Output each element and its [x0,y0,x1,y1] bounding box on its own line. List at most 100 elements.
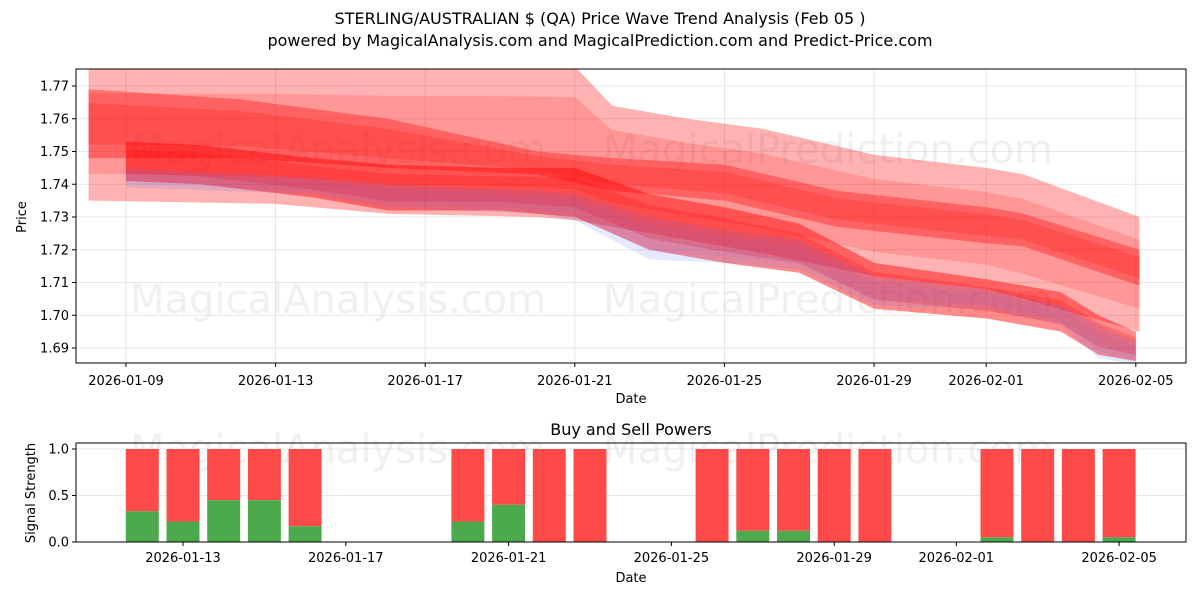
signal-bar [695,449,729,542]
signal-chart-title: Buy and Sell Powers [550,420,712,439]
sell-bar [532,449,566,542]
y-tick-label: 1.77 [40,80,69,95]
x-tick-label: 2026-01-29 [836,374,912,389]
signal-bar [573,449,607,542]
x-tick-label: 2026-01-29 [796,551,872,566]
x-tick-label: 2026-02-01 [919,551,995,566]
buy-bar [1102,537,1136,542]
signal-bar [736,449,770,542]
sell-bar [777,449,810,531]
buy-bar [777,530,810,542]
sell-bar [166,449,200,522]
y-tick-label: 1.73 [40,211,69,226]
buy-bar [247,500,281,542]
sell-bar [858,449,892,542]
signal-bar [125,449,159,542]
sell-bar [736,449,770,531]
price-y-axis: 1.69 1.70 1.71 1.72 1.73 1.74 1.75 1.76 1.77 [40,80,76,357]
signal-bar [817,449,851,542]
x-tick-label: 2026-01-17 [308,551,384,566]
signal-bar [777,449,810,542]
signal-bar [1021,449,1055,542]
sell-bar [573,449,607,542]
signal-bar [532,449,566,542]
signal-bar [451,449,485,542]
buy-bar [451,521,485,542]
buy-bar [492,504,526,542]
watermark: MagicalPrediction.com [603,277,1053,323]
sell-bar [695,449,729,542]
price-chart-frame [75,68,1187,364]
sell-bar [1021,449,1055,542]
sell-bar [125,449,159,512]
x-tick-label: 2026-01-25 [634,551,710,566]
y-tick-label: 1.76 [40,112,69,127]
sell-bar [980,449,1014,538]
sell-bar [1102,449,1136,538]
signal-bar [492,449,526,542]
signal-chart-frame [75,442,1187,543]
signal-bar [858,449,892,542]
x-tick-label: 2026-02-05 [1098,374,1174,389]
upper-trend-band-core [88,103,1140,279]
signal-bar [288,449,322,542]
y-tick-label: 1.74 [40,178,69,193]
signal-bar [166,449,200,542]
x-tick-label: 2026-01-17 [387,374,463,389]
sell-bar [247,449,281,501]
sell-bar [1061,449,1095,542]
y-tick-label: 0.0 [48,536,69,551]
price-chart-grid [76,69,1186,363]
wide-upper-band [88,69,1140,332]
signal-bar [207,449,241,542]
core-price-band-core [126,149,1136,356]
signal-y-label: Signal Strength [24,443,39,543]
buy-bar [207,500,241,542]
x-tick-label: 2026-02-01 [948,374,1024,389]
buy-bar [166,521,200,542]
core-price-band [126,141,1136,362]
chart-subtitle: powered by MagicalAnalysis.com and Magic… [267,31,933,50]
y-tick-label: 0.5 [48,489,69,504]
sell-bar [817,449,851,542]
price-x-axis: 2026-01-09 2026-01-13 2026-01-17 2026-01-21… [88,363,1174,389]
y-tick-label: 1.69 [40,342,69,357]
x-tick-label: 2026-01-25 [687,374,763,389]
x-tick-label: 2026-01-21 [537,374,613,389]
blue-lower-band [126,167,1136,363]
sell-bar [207,449,241,501]
wide-upper-band-core [88,93,1140,309]
signal-y-axis: 0.0 0.5 1.0 [48,443,76,551]
x-tick-label: 2026-01-09 [88,374,164,389]
watermark: MagicalAnalysis.com [130,277,546,323]
signal-x-label: Date [615,571,646,586]
chart-title: STERLING/AUSTRALIAN $ (QA) Price Wave Tr… [334,9,866,28]
sell-bar [288,449,322,527]
upper-trend-band [88,89,1140,286]
signal-bar [247,449,281,542]
y-tick-label: 1.0 [48,443,69,458]
buy-bar [288,526,322,542]
buy-bar [736,530,770,542]
sell-bar [492,449,526,505]
y-tick-label: 1.72 [40,243,69,258]
x-tick-label: 2026-01-13 [145,551,221,566]
price-chart-watermarks: MagicalAnalysis.com MagicalAnalysis.com Ma… [130,127,1053,323]
y-tick-label: 1.70 [40,309,69,324]
y-tick-label: 1.75 [40,145,69,160]
buy-bar [980,537,1014,542]
x-tick-label: 2026-01-13 [238,374,314,389]
x-tick-label: 2026-01-21 [471,551,547,566]
signal-bar [1102,449,1136,542]
signal-bar [980,449,1014,542]
y-tick-label: 1.71 [40,276,69,291]
signal-x-axis: 2026-01-13 2026-01-17 2026-01-21 2026-01-25… [145,542,1157,566]
price-x-label: Date [615,392,646,407]
buy-bar [125,511,159,542]
price-y-label: Price [15,201,30,233]
signal-bars [125,449,1136,542]
x-tick-label: 2026-02-05 [1081,551,1157,566]
watermark: MagicalAnalysis.com [130,127,546,173]
watermark: MagicalPrediction.com [603,127,1053,173]
